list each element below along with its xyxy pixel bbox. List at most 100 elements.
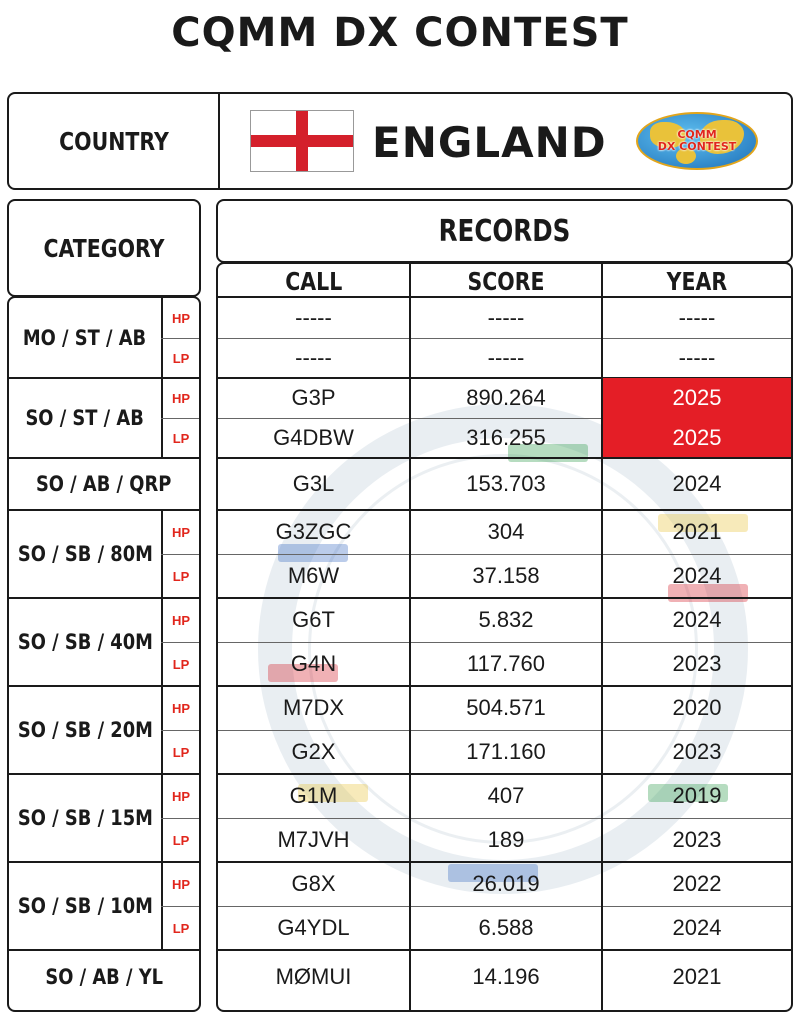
category-name: SO / SB / 20M bbox=[17, 718, 153, 742]
score-cell: 153.703 bbox=[466, 471, 546, 496]
country-panel: COUNTRY bbox=[7, 92, 793, 190]
score-cell: 189 bbox=[487, 827, 525, 852]
power-class-label: LP bbox=[172, 568, 190, 584]
logo-text-line-2: DX CONTEST bbox=[657, 140, 737, 153]
score-cell: 316.255 bbox=[466, 425, 546, 450]
year-cell: 2020 bbox=[672, 695, 722, 720]
group-divider bbox=[218, 457, 791, 459]
call-cell: ----- bbox=[295, 345, 332, 370]
call-cell: ----- bbox=[295, 305, 332, 330]
row-divider bbox=[218, 418, 791, 419]
score-cell: 26.019 bbox=[472, 871, 540, 896]
category-label: CATEGORY bbox=[43, 233, 165, 263]
call-cell: G8X bbox=[291, 871, 336, 896]
category-name: SO / SB / 80M bbox=[17, 542, 153, 566]
call-cell: G3L bbox=[292, 471, 335, 496]
records-column-headers: CALL SCORE YEAR bbox=[218, 264, 791, 298]
group-divider bbox=[9, 457, 199, 459]
row-divider bbox=[218, 730, 791, 731]
call-cell: MØMUI bbox=[275, 963, 352, 989]
year-cell: 2025 bbox=[603, 418, 791, 458]
power-class-label: HP bbox=[171, 612, 191, 628]
power-class-label: LP bbox=[172, 744, 190, 760]
call-cell: G3ZGC bbox=[275, 519, 352, 544]
call-column-header: CALL bbox=[284, 266, 343, 296]
england-flag-icon bbox=[250, 110, 354, 172]
category-name: SO / SB / 40M bbox=[17, 630, 153, 654]
group-divider bbox=[218, 597, 791, 599]
category-name: SO / AB / QRP bbox=[36, 472, 172, 496]
cqmm-logo-icon: CQMM DX CONTEST bbox=[636, 112, 758, 170]
power-class-label: HP bbox=[171, 390, 191, 406]
call-cell: G4YDL bbox=[277, 915, 350, 940]
power-class-label: LP bbox=[172, 430, 190, 446]
score-cell: 37.158 bbox=[472, 563, 540, 588]
power-row-divider bbox=[161, 338, 199, 339]
watermark-flag-icon bbox=[658, 514, 748, 532]
year-cell: 2024 bbox=[672, 915, 722, 940]
year-cell: 2023 bbox=[672, 739, 722, 764]
score-cell: 5.832 bbox=[478, 607, 534, 632]
score-cell: 304 bbox=[487, 519, 525, 544]
score-cell: 504.571 bbox=[466, 695, 546, 720]
year-cell: 2024 bbox=[672, 607, 722, 632]
row-divider bbox=[218, 554, 791, 555]
group-divider bbox=[9, 773, 199, 775]
country-name: ENGLAND bbox=[372, 117, 607, 167]
group-divider bbox=[9, 949, 199, 951]
year-cell: 2025 bbox=[603, 378, 791, 418]
records-header: RECORDS bbox=[216, 199, 793, 263]
power-row-divider bbox=[161, 554, 199, 555]
row-divider bbox=[218, 338, 791, 339]
year-cell: ----- bbox=[678, 305, 716, 330]
category-header: CATEGORY bbox=[7, 199, 201, 297]
category-name: SO / AB / YL bbox=[45, 964, 163, 989]
group-divider bbox=[9, 685, 199, 687]
year-cell: 2024 bbox=[672, 563, 722, 588]
score-cell: 407 bbox=[487, 783, 525, 808]
call-cell: G2X bbox=[291, 739, 336, 764]
call-cell: M7DX bbox=[282, 695, 345, 720]
power-class-label: LP bbox=[172, 920, 190, 936]
watermark-inner-ring bbox=[308, 454, 698, 844]
country-divider bbox=[218, 94, 220, 188]
group-divider bbox=[218, 861, 791, 863]
category-name: SO / SB / 10M bbox=[17, 894, 153, 918]
watermark-flag-icon bbox=[648, 784, 728, 802]
group-divider bbox=[218, 377, 791, 379]
score-cell: ----- bbox=[487, 305, 525, 330]
group-divider bbox=[218, 949, 791, 951]
power-row-divider bbox=[161, 418, 199, 419]
power-class-label: HP bbox=[171, 876, 191, 892]
year-cell: 2023 bbox=[672, 827, 722, 852]
watermark-flag-icon bbox=[268, 664, 338, 682]
power-row-divider bbox=[161, 818, 199, 819]
call-cell: G3P bbox=[291, 385, 336, 410]
year-cell: 2022 bbox=[672, 871, 722, 896]
score-cell: 890.264 bbox=[466, 385, 546, 410]
row-divider bbox=[218, 906, 791, 907]
year-cell: 2021 bbox=[672, 963, 722, 989]
category-column: MO / ST / AB HP LP SO / ST / AB HP LP SO / AB … bbox=[7, 296, 201, 1012]
power-class-label: HP bbox=[171, 700, 191, 716]
power-class-label: LP bbox=[172, 656, 190, 672]
year-cell: ----- bbox=[678, 345, 716, 370]
records-table: CALL SCORE YEAR ----- ----- ----- ----- ----… bbox=[216, 262, 793, 1012]
row-divider bbox=[218, 818, 791, 819]
year-cell: 2023 bbox=[672, 651, 722, 676]
year-cell: 2021 bbox=[672, 519, 722, 544]
group-divider bbox=[9, 597, 199, 599]
power-class-label: LP bbox=[172, 832, 190, 848]
score-cell: ----- bbox=[487, 345, 525, 370]
category-name: MO / ST / AB bbox=[23, 326, 147, 350]
column-divider bbox=[601, 264, 603, 1010]
call-cell: G4N bbox=[290, 651, 337, 676]
group-divider bbox=[9, 861, 199, 863]
score-cell: 6.588 bbox=[478, 915, 534, 940]
call-cell: G1M bbox=[289, 783, 338, 808]
group-divider bbox=[218, 685, 791, 687]
year-cell: 2019 bbox=[672, 783, 722, 808]
score-cell: 117.760 bbox=[467, 651, 545, 676]
call-cell: M6W bbox=[287, 563, 340, 588]
power-class-label: LP bbox=[172, 350, 190, 366]
